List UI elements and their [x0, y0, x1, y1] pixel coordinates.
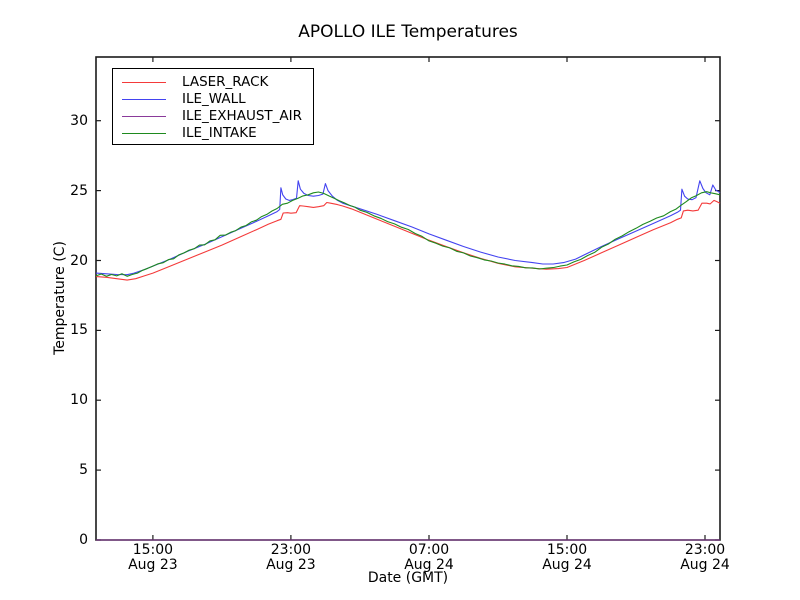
legend-entry-ile-wall: ILE_WALL: [113, 91, 313, 108]
x-tick-date: Aug 24: [542, 557, 592, 573]
y-tick-label: 20: [70, 252, 88, 269]
legend-line-swatch: [122, 116, 166, 117]
legend-entry-ile-intake: ILE_INTAKE: [113, 125, 313, 142]
legend-box: LASER_RACK ILE_WALL ILE_EXHAUST_AIR ILE_…: [112, 68, 314, 145]
x-tick-label: 23:00 Aug 23: [246, 543, 336, 573]
y-tick-label: 0: [79, 532, 88, 548]
x-tick-date: Aug 24: [680, 557, 730, 573]
chart-title: APOLLO ILE Temperatures: [298, 22, 518, 42]
legend-line-swatch: [122, 99, 166, 100]
y-tick-label: 25: [70, 182, 88, 199]
x-tick-date: Aug 23: [128, 557, 178, 573]
x-tick-label: 23:00 Aug 24: [660, 543, 750, 573]
series-line-ile_intake: [95, 191, 721, 277]
y-tick-label: 5: [79, 462, 88, 479]
x-tick-date: Aug 24: [404, 557, 454, 573]
legend-entry-ile-exhaust-air: ILE_EXHAUST_AIR: [113, 108, 313, 125]
y-tick-label: 10: [70, 392, 88, 409]
legend-line-swatch: [122, 82, 166, 83]
x-tick-time: 15:00: [132, 542, 174, 558]
legend-label: LASER_RACK: [182, 74, 269, 90]
x-tick-label: 07:00 Aug 24: [384, 543, 474, 573]
series-line-ile_wall: [95, 180, 721, 276]
x-tick-label: 15:00 Aug 24: [522, 543, 612, 573]
x-tick-label: 15:00 Aug 23: [108, 543, 198, 573]
x-tick-time: 23:00: [270, 542, 312, 558]
x-tick-date: Aug 23: [266, 557, 316, 573]
x-tick-time: 15:00: [546, 542, 588, 558]
y-tick-label: 30: [70, 112, 88, 129]
x-tick-time: 07:00: [408, 542, 450, 558]
legend-entry-laser-rack: LASER_RACK: [113, 74, 313, 91]
x-tick-time: 23:00: [684, 542, 726, 558]
series-line-laser_rack: [95, 199, 721, 281]
y-axis-label: Temperature (C): [52, 241, 68, 355]
legend-line-swatch: [122, 133, 166, 134]
legend-label: ILE_EXHAUST_AIR: [182, 108, 302, 124]
legend-label: ILE_INTAKE: [182, 125, 257, 141]
x-axis-label: Date (GMT): [367, 570, 449, 586]
legend-label: ILE_WALL: [182, 91, 246, 107]
y-tick-label: 15: [70, 322, 88, 339]
